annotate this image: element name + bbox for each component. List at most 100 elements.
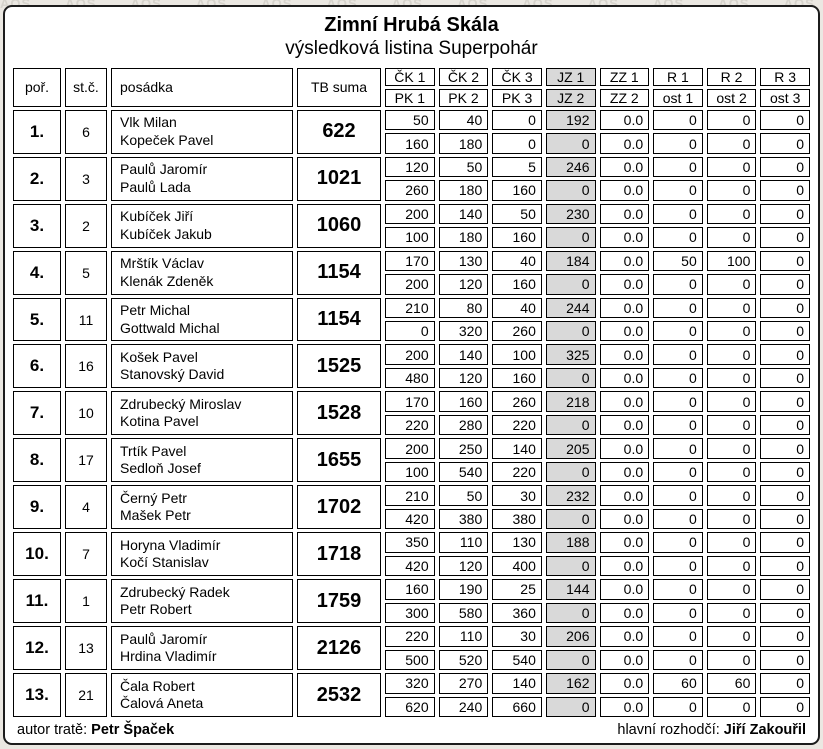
score-cell: 100 <box>385 461 435 483</box>
score-cell: 270 <box>438 673 489 694</box>
score-cell: 280 <box>438 414 489 436</box>
score-cell: 180 <box>438 133 489 154</box>
crew-cell: Paulů Jaromír Paulů Lada <box>111 156 293 201</box>
score-cell: 140 <box>492 438 542 459</box>
score-cell: 0.0 <box>599 602 650 624</box>
score-cell: 120 <box>385 156 435 178</box>
crew-cell: Košek Pavel Stanovský David <box>111 344 293 389</box>
score-cell: 260 <box>492 321 542 342</box>
course-author: autor tratě: Petr Špaček <box>17 722 174 738</box>
score-cell: 0 <box>706 367 757 389</box>
start-number-cell: 1 <box>65 579 107 624</box>
header-rank: poř. <box>13 67 61 107</box>
score-cell: 0 <box>653 321 703 342</box>
header-row-2: PK 1 PK 2 PK 3 JZ 2 ZZ 2 ost 1 ost 2 ost 3 <box>13 88 810 107</box>
score-cell: 0 <box>760 579 810 600</box>
score-cell: 0 <box>545 696 596 717</box>
score-cell: 500 <box>385 649 435 671</box>
score-cell: 0.0 <box>599 626 650 647</box>
score-cell: 300 <box>385 602 435 624</box>
score-cell: 0 <box>760 344 810 365</box>
score-cell: 50 <box>385 109 435 131</box>
team-row-bottom: 420 380 380 0 0.0 0 0 0 <box>13 508 810 530</box>
start-number-cell: 4 <box>65 485 107 530</box>
score-cell: 0 <box>653 532 703 553</box>
total-points-cell: 1154 <box>297 250 381 295</box>
score-cell: 0 <box>760 156 810 178</box>
score-cell: 160 <box>492 227 542 248</box>
score-cell: 0 <box>545 133 596 154</box>
rank-cell: 12. <box>13 626 61 671</box>
team-row-top: 12. 13 Paulů Jaromír Hrdina Vladimír 2126 22… <box>13 626 810 671</box>
score-cell: 0.0 <box>599 133 650 154</box>
score-cell: 0 <box>760 321 810 342</box>
score-cell: 0 <box>653 555 703 577</box>
team-row-top: 3. 2 Kubíček Jiří Kubíček Jakub 1060 200 140 5… <box>13 203 810 248</box>
score-cell: 0.0 <box>599 227 650 248</box>
score-cell: 0 <box>653 649 703 671</box>
team-row-top: 5. 11 Petr Michal Gottwald Michal 1154 210 80… <box>13 297 810 342</box>
score-cell: 0 <box>545 321 596 342</box>
score-cell: 0.0 <box>599 649 650 671</box>
team-row-top: 10. 7 Horyna Vladimír Kočí Stanislav 1718 35… <box>13 532 810 577</box>
score-cell: 0 <box>653 274 703 295</box>
team-row-bottom: 300 580 360 0 0.0 0 0 0 <box>13 602 810 624</box>
page-title: Zimní Hrubá Skála <box>324 14 499 36</box>
score-cell: 0 <box>706 344 757 365</box>
score-cell: 188 <box>545 532 596 553</box>
team-row-bottom: 0 320 260 0 0.0 0 0 0 <box>13 321 810 342</box>
score-cell: 0 <box>545 508 596 530</box>
total-points-cell: 1060 <box>297 203 381 248</box>
results-panel: Zimní Hrubá Skála výsledková listina Sup… <box>3 5 820 745</box>
team-row-bottom: 100 180 160 0 0.0 0 0 0 <box>13 227 810 248</box>
score-cell: 40 <box>438 109 489 131</box>
score-cell: 5 <box>492 156 542 178</box>
score-cell: 0 <box>760 532 810 553</box>
header-score-top-1: ČK 2 <box>438 67 489 86</box>
score-cell: 260 <box>385 180 435 201</box>
score-cell: 140 <box>438 203 489 225</box>
score-cell: 0 <box>653 133 703 154</box>
header-start-number: st.č. <box>65 67 107 107</box>
score-cell: 0.0 <box>599 673 650 694</box>
score-cell: 0 <box>706 156 757 178</box>
score-cell: 246 <box>545 156 596 178</box>
crew-cell: Petr Michal Gottwald Michal <box>111 297 293 342</box>
score-cell: 170 <box>385 250 435 272</box>
score-cell: 0 <box>545 274 596 295</box>
total-points-cell: 1021 <box>297 156 381 201</box>
score-cell: 360 <box>492 602 542 624</box>
score-cell: 0 <box>653 391 703 412</box>
score-cell: 220 <box>492 414 542 436</box>
score-cell: 50 <box>653 250 703 272</box>
total-points-cell: 2126 <box>297 626 381 671</box>
score-cell: 110 <box>438 626 489 647</box>
score-cell: 120 <box>438 555 489 577</box>
score-cell: 0 <box>760 626 810 647</box>
score-cell: 0 <box>760 508 810 530</box>
score-cell: 0 <box>545 461 596 483</box>
score-cell: 0.0 <box>599 321 650 342</box>
rank-cell: 3. <box>13 203 61 248</box>
score-cell: 40 <box>492 297 542 319</box>
score-cell: 180 <box>438 180 489 201</box>
team-row-top: 8. 17 Trtík Pavel Sedloň Josef 1655 200 250 14… <box>13 438 810 483</box>
chief-referee: hlavní rozhodčí: Jiří Zakouřil <box>617 722 806 738</box>
team-row-bottom: 200 120 160 0 0.0 0 0 0 <box>13 274 810 295</box>
score-cell: 0 <box>653 367 703 389</box>
score-cell: 0.0 <box>599 367 650 389</box>
team-row-bottom: 160 180 0 0 0.0 0 0 0 <box>13 133 810 154</box>
score-cell: 0 <box>706 602 757 624</box>
score-cell: 400 <box>492 555 542 577</box>
score-cell: 0 <box>492 133 542 154</box>
score-cell: 0 <box>706 508 757 530</box>
score-cell: 0.0 <box>599 532 650 553</box>
score-cell: 350 <box>385 532 435 553</box>
score-cell: 0 <box>760 461 810 483</box>
score-cell: 0 <box>706 274 757 295</box>
header-crew: posádka <box>111 67 293 107</box>
score-cell: 0 <box>760 180 810 201</box>
score-cell: 0 <box>760 367 810 389</box>
